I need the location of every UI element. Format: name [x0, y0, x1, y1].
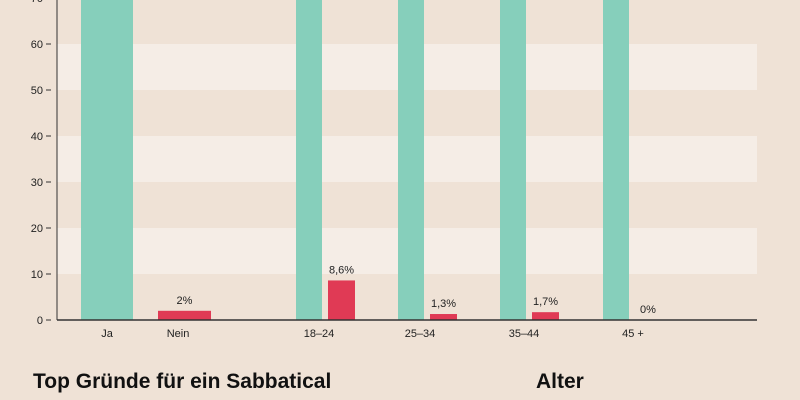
data-label: 1,3%: [431, 298, 456, 310]
bar-teal: [296, 0, 322, 321]
x-tick-label: 35–44: [509, 328, 540, 340]
y-tick-label: 50: [31, 85, 43, 97]
bar-chart: 0 10 20 30 40 50 60 70 Ja 2% Nein 8,6% 18–24 1,3% 25–3…: [31, 0, 757, 340]
x-tick-label: Ja: [101, 328, 114, 340]
x-tick-label: 45 +: [622, 328, 644, 340]
data-label: 2%: [177, 295, 193, 307]
data-label: 8,6%: [329, 264, 354, 276]
bar-teal: [81, 0, 133, 321]
bar-teal: [398, 0, 424, 321]
y-tick-label: 40: [31, 131, 43, 143]
section-title-age: Alter: [536, 370, 584, 393]
data-label: 0%: [640, 304, 656, 316]
y-tick-label: 30: [31, 177, 43, 189]
x-tick-label: 18–24: [304, 328, 335, 340]
y-tick-label: 0: [37, 315, 43, 327]
bar-red: [328, 280, 355, 320]
x-tick-label: 25–34: [405, 328, 436, 340]
y-tick-label: 20: [31, 223, 43, 235]
bar-red: [158, 310, 211, 320]
section-title-reasons: Top Gründe für ein Sabbatical: [33, 370, 332, 393]
bar-teal: [500, 0, 526, 321]
y-tick-label: 10: [31, 269, 43, 281]
y-tick-label: 70: [31, 0, 43, 5]
bar-red: [430, 314, 457, 320]
bar-red: [532, 312, 559, 320]
bar-teal: [603, 0, 629, 321]
data-label: 1,7%: [533, 296, 558, 308]
x-tick-label: Nein: [167, 328, 190, 340]
y-tick-label: 60: [31, 39, 43, 51]
